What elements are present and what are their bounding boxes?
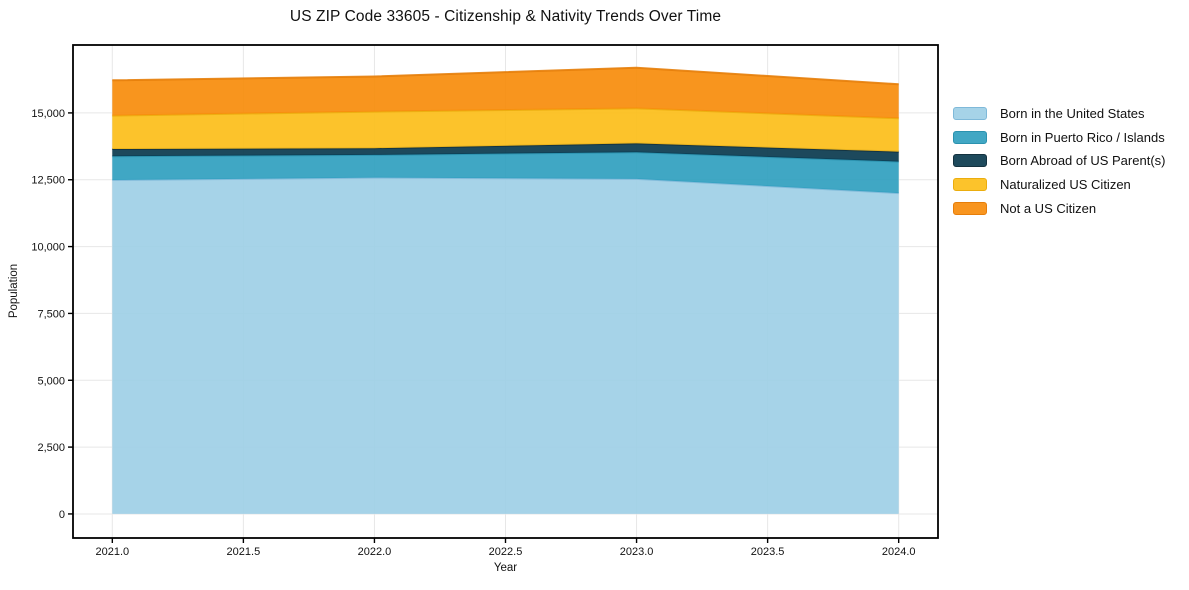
legend-item: Not a US Citizen <box>953 196 1165 220</box>
legend-swatch <box>953 178 987 192</box>
y-tick-label: 5,000 <box>37 375 65 387</box>
legend-item: Born Abroad of US Parent(s) <box>953 149 1165 173</box>
y-tick-label: 0 <box>59 509 65 521</box>
x-tick-label: 2022.0 <box>358 546 392 558</box>
legend: Born in the United States Born in Puerto … <box>953 102 1165 220</box>
area-band <box>112 67 899 119</box>
area-band-edge <box>112 66 899 86</box>
y-tick-label: 2,500 <box>37 442 65 454</box>
legend-item: Born in the United States <box>953 102 1165 126</box>
legend-label: Naturalized US Citizen <box>1000 177 1131 193</box>
legend-item: Naturalized US Citizen <box>953 173 1165 197</box>
legend-label: Not a US Citizen <box>1000 200 1097 216</box>
x-tick-label: 2021.0 <box>95 546 129 558</box>
y-tick-label: 7,500 <box>37 308 65 320</box>
legend-label: Born in Puerto Rico / Islands <box>1000 129 1165 145</box>
area-band <box>112 143 899 162</box>
legend-item: Born in Puerto Rico / Islands <box>953 126 1165 150</box>
legend-label: Born Abroad of US Parent(s) <box>1000 153 1166 169</box>
legend-swatch <box>953 130 987 144</box>
y-tick-label: 10,000 <box>31 242 65 254</box>
legend-swatch <box>953 154 987 168</box>
legend-swatch <box>953 107 987 121</box>
area-band <box>112 177 899 514</box>
x-axis-label: Year <box>493 562 518 574</box>
x-tick-label: 2021.5 <box>227 546 261 558</box>
y-tick-label: 12,500 <box>31 175 65 187</box>
y-tick-label: 15,000 <box>31 108 65 120</box>
legend-label: Born in the United States <box>1000 106 1145 122</box>
x-tick-label: 2022.5 <box>489 546 523 558</box>
area-band <box>112 152 899 194</box>
y-axis-label: Population <box>8 263 20 319</box>
x-tick-label: 2023.0 <box>620 546 654 558</box>
x-tick-label: 2023.5 <box>751 546 785 558</box>
x-tick-label: 2024.0 <box>882 546 916 558</box>
chart-title: US ZIP Code 33605 - Citizenship & Nativi… <box>289 8 722 25</box>
area-band <box>112 108 899 152</box>
legend-swatch <box>953 201 987 215</box>
